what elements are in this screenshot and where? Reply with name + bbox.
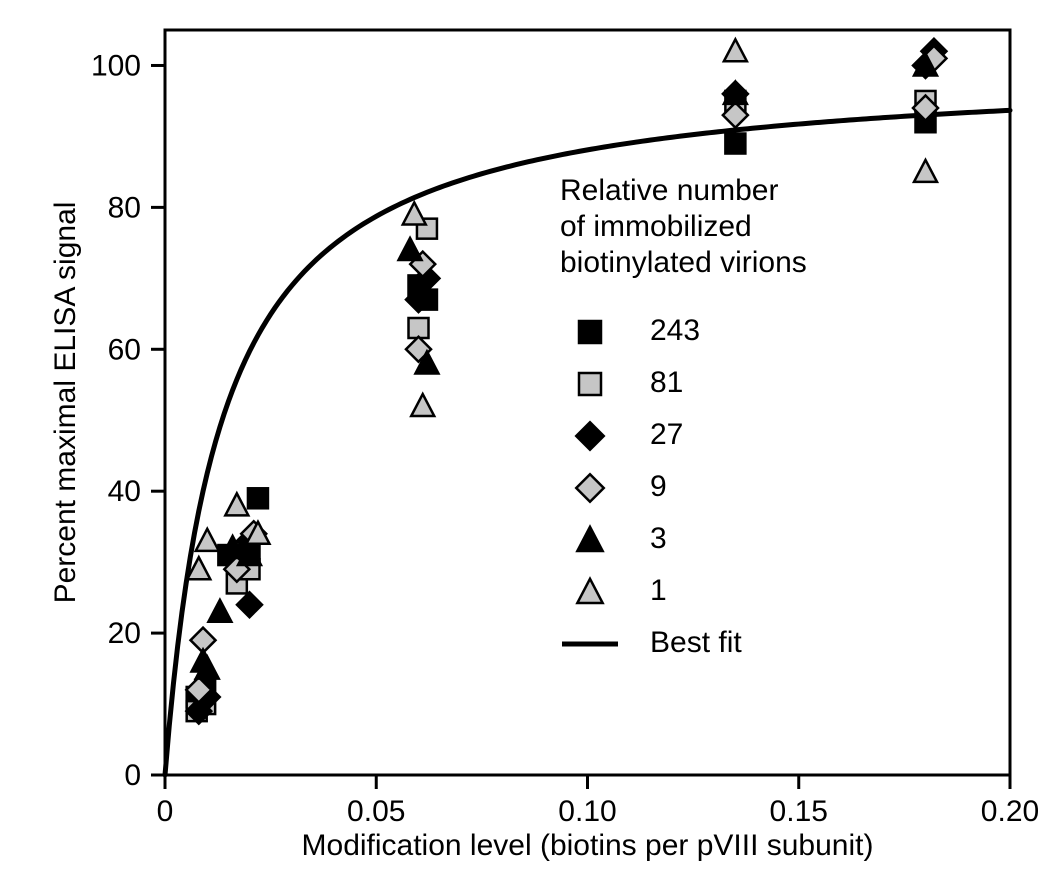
- y-tick-label: 0: [124, 759, 141, 792]
- x-tick-label: 0: [157, 795, 174, 828]
- marker-triangle: [208, 600, 231, 622]
- legend-item-label: 3: [650, 522, 667, 555]
- marker-triangle: [225, 493, 248, 515]
- legend: Relative numberof immobilizedbiotinylate…: [560, 174, 807, 659]
- marker-triangle: [403, 202, 426, 224]
- y-tick-label: 40: [108, 475, 141, 508]
- series-27: [186, 39, 946, 724]
- legend-title-line: of immobilized: [560, 210, 752, 243]
- marker-square: [579, 321, 601, 343]
- y-tick-label: 100: [91, 49, 141, 82]
- legend-title-line: Relative number: [560, 174, 778, 207]
- marker-diamond: [576, 474, 604, 502]
- legend-title-line: biotinylated virions: [560, 246, 807, 279]
- marker-square: [248, 488, 268, 508]
- y-tick-label: 60: [108, 333, 141, 366]
- legend-item-label: 27: [650, 418, 683, 451]
- scatter-points: [186, 39, 946, 724]
- legend-fit-label: Best fit: [650, 626, 742, 659]
- marker-triangle: [724, 39, 747, 61]
- legend-item-label: 1: [650, 574, 667, 607]
- marker-square: [579, 373, 601, 395]
- marker-triangle: [577, 579, 602, 603]
- legend-item-label: 243: [650, 314, 700, 347]
- y-tick-label: 20: [108, 617, 141, 650]
- legend-item-label: 81: [650, 366, 683, 399]
- marker-triangle: [577, 527, 602, 551]
- x-tick-label: 0.20: [981, 795, 1039, 828]
- marker-diamond: [237, 592, 262, 617]
- elisa-chart: 0 0.05 0.10 0.15 0.20 Modification level (bio…: [0, 0, 1050, 881]
- marker-triangle: [411, 394, 434, 416]
- marker-square: [725, 134, 745, 154]
- x-tick-label: 0.10: [558, 795, 616, 828]
- x-tick-label: 0.15: [770, 795, 828, 828]
- marker-square: [409, 318, 429, 338]
- chart-svg: 0 0.05 0.10 0.15 0.20 Modification level (bio…: [0, 0, 1050, 881]
- y-axis-label: Percent maximal ELISA signal: [49, 202, 82, 604]
- marker-diamond: [576, 422, 604, 450]
- y-tick-label: 80: [108, 191, 141, 224]
- series-3: [192, 53, 937, 678]
- legend-item-label: 9: [650, 470, 667, 503]
- marker-triangle: [196, 529, 219, 551]
- x-axis-label: Modification level (biotins per pVIII su…: [302, 829, 874, 862]
- series-9: [186, 46, 946, 702]
- marker-triangle: [914, 160, 937, 182]
- plot-border: [165, 30, 1010, 775]
- x-tick-label: 0.05: [347, 795, 405, 828]
- marker-triangle: [399, 238, 422, 260]
